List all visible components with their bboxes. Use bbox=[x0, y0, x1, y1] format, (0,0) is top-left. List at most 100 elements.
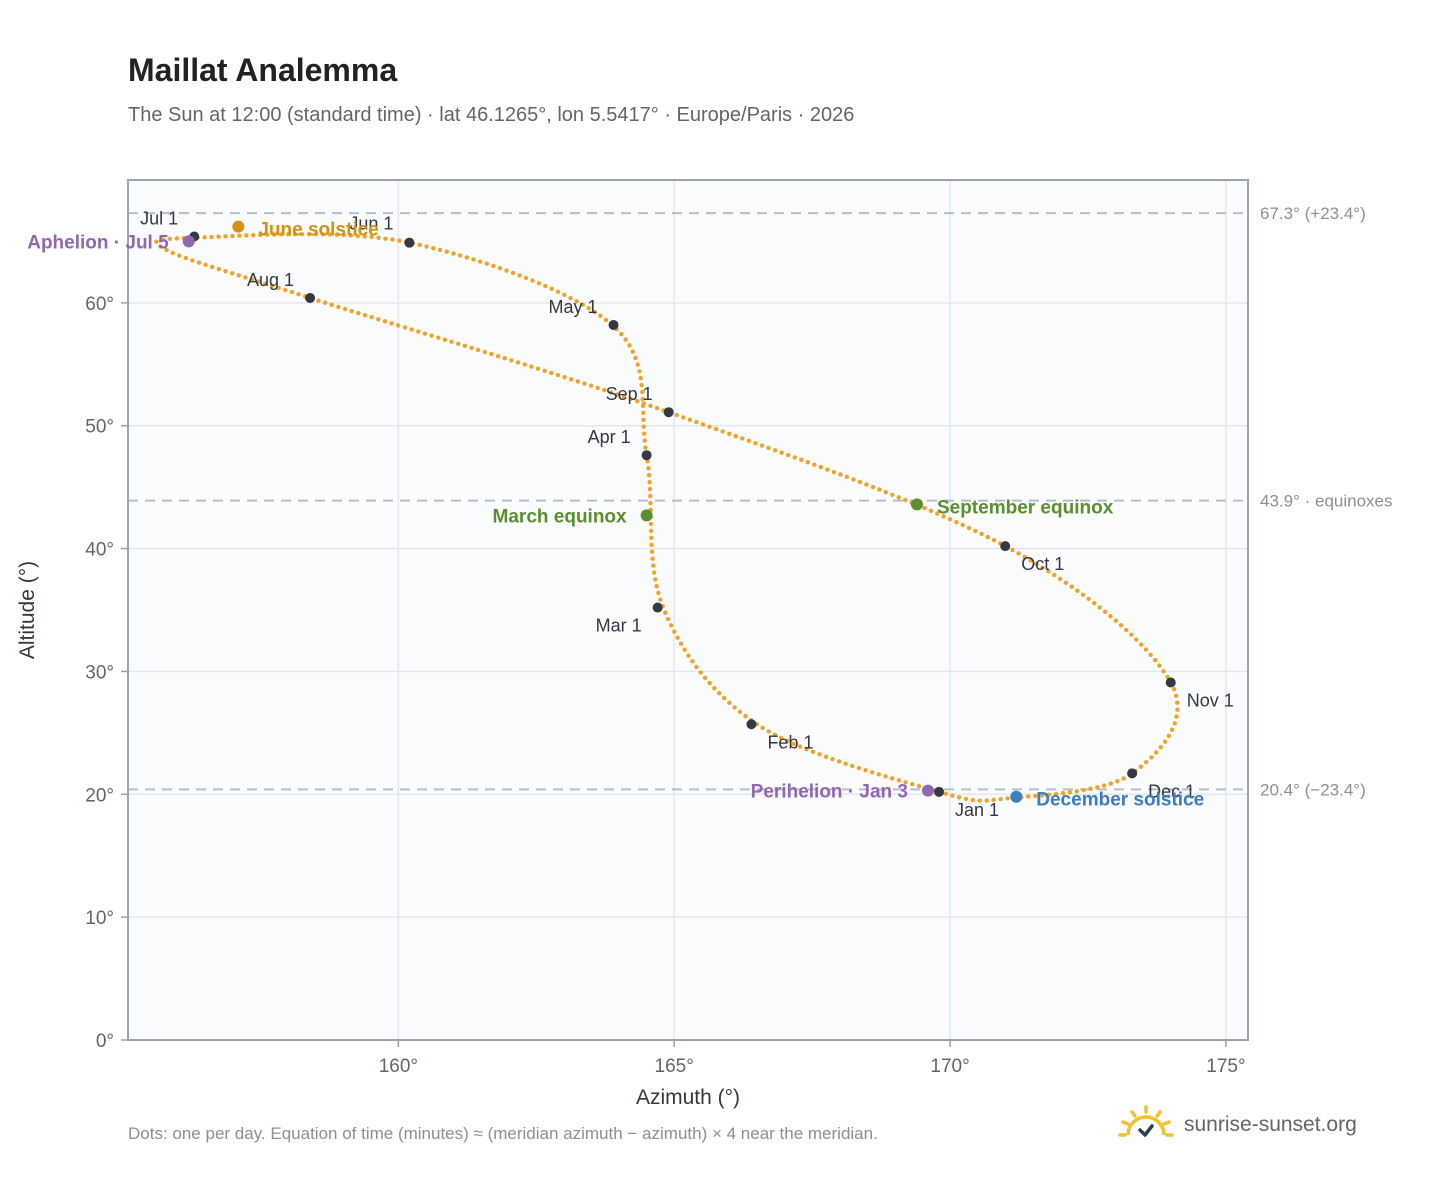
daily-dot bbox=[397, 238, 402, 243]
event-marker bbox=[1010, 790, 1023, 803]
daily-dot bbox=[482, 349, 488, 355]
daily-dot bbox=[1088, 786, 1093, 792]
daily-dot bbox=[844, 474, 850, 480]
daily-dot bbox=[209, 234, 214, 240]
daily-dot bbox=[349, 308, 354, 314]
daily-dot bbox=[733, 433, 738, 439]
daily-dot bbox=[1034, 561, 1039, 567]
daily-dot bbox=[1108, 781, 1113, 786]
brand[interactable]: sunrise-sunset.org bbox=[1118, 1100, 1357, 1150]
daily-dot bbox=[641, 424, 646, 429]
daily-dot bbox=[740, 436, 745, 441]
month-marker-label: Jan 1 bbox=[955, 800, 999, 820]
daily-dot bbox=[928, 508, 934, 514]
daily-dot bbox=[530, 278, 535, 283]
daily-dot bbox=[836, 759, 842, 764]
daily-dot bbox=[817, 752, 822, 757]
daily-dot bbox=[1060, 790, 1066, 796]
daily-dot bbox=[727, 700, 732, 706]
daily-dot bbox=[355, 233, 360, 239]
daily-dot bbox=[1108, 613, 1113, 619]
daily-dot bbox=[896, 778, 902, 783]
daily-dot bbox=[1138, 764, 1144, 769]
daily-dot bbox=[170, 250, 176, 256]
daily-dot bbox=[263, 281, 268, 286]
daily-dot bbox=[555, 372, 561, 378]
daily-dot bbox=[818, 464, 824, 470]
daily-dot bbox=[707, 680, 712, 686]
daily-dot bbox=[970, 797, 976, 803]
daily-dot bbox=[522, 362, 527, 367]
daily-dot bbox=[804, 747, 809, 752]
daily-dot bbox=[602, 387, 607, 393]
month-marker-label: Dec 1 bbox=[1148, 781, 1195, 801]
daily-dot bbox=[203, 262, 208, 268]
daily-dot bbox=[1052, 572, 1057, 578]
daily-dot bbox=[650, 556, 655, 561]
daily-dot bbox=[883, 489, 889, 495]
daily-dot bbox=[779, 450, 784, 455]
daily-dot bbox=[922, 505, 927, 511]
daily-dot bbox=[244, 233, 249, 238]
daily-dot bbox=[991, 797, 996, 803]
daily-dot bbox=[785, 738, 790, 744]
daily-dot bbox=[475, 347, 481, 353]
daily-dot bbox=[356, 310, 361, 316]
month-marker bbox=[746, 719, 757, 730]
daily-dot bbox=[431, 245, 436, 251]
daily-dot bbox=[424, 244, 429, 249]
daily-dot bbox=[265, 232, 270, 237]
daily-dot bbox=[1053, 791, 1059, 797]
month-marker bbox=[608, 319, 619, 330]
daily-dot bbox=[950, 793, 955, 798]
daily-dot bbox=[574, 299, 579, 304]
daily-dot bbox=[746, 438, 752, 444]
y-tick-label: 60° bbox=[85, 294, 114, 315]
daily-dot bbox=[646, 466, 651, 471]
month-marker-label: Apr 1 bbox=[588, 427, 631, 447]
daily-dot bbox=[1063, 580, 1069, 585]
daily-dot bbox=[648, 521, 654, 527]
daily-dot bbox=[700, 422, 706, 427]
daily-dot bbox=[640, 396, 645, 402]
daily-dot bbox=[316, 298, 321, 303]
y-tick-label: 20° bbox=[85, 785, 114, 806]
daily-dot bbox=[702, 675, 708, 681]
daily-dot bbox=[850, 763, 855, 769]
daily-dot bbox=[568, 295, 573, 301]
daily-dot bbox=[1086, 596, 1091, 602]
daily-dot bbox=[442, 337, 448, 342]
daily-dot bbox=[856, 765, 862, 771]
daily-dot bbox=[973, 528, 978, 534]
daily-dot bbox=[698, 670, 703, 675]
daily-dot bbox=[863, 768, 868, 773]
daily-dot bbox=[649, 535, 654, 541]
daily-dot bbox=[158, 244, 163, 249]
daily-dot bbox=[665, 616, 671, 622]
event-label: Aphelion · Jul 5 bbox=[27, 232, 169, 253]
daily-dot bbox=[429, 333, 434, 338]
daily-dot bbox=[627, 343, 632, 348]
daily-dot bbox=[457, 253, 463, 258]
month-marker-label: Nov 1 bbox=[1187, 690, 1234, 710]
daily-dot bbox=[196, 260, 202, 265]
daily-dot bbox=[943, 791, 948, 796]
daily-dot bbox=[694, 664, 699, 670]
daily-dot bbox=[582, 381, 587, 386]
month-marker bbox=[934, 786, 945, 797]
daily-dot bbox=[1026, 794, 1031, 799]
month-marker-label: Jul 1 bbox=[140, 209, 178, 229]
daily-dot bbox=[568, 377, 574, 382]
daily-dot bbox=[630, 349, 635, 354]
daily-dot bbox=[592, 309, 597, 315]
daily-dot bbox=[1074, 789, 1079, 794]
daily-dot bbox=[1057, 576, 1063, 582]
daily-dot bbox=[510, 270, 516, 276]
daily-dot bbox=[256, 279, 261, 284]
daily-dot bbox=[1102, 609, 1108, 614]
daily-dot bbox=[1161, 668, 1166, 674]
x-tick-label: 170° bbox=[930, 1056, 969, 1077]
event-label: September equinox bbox=[937, 497, 1114, 518]
daily-dot bbox=[586, 306, 591, 311]
daily-dot bbox=[269, 283, 275, 288]
